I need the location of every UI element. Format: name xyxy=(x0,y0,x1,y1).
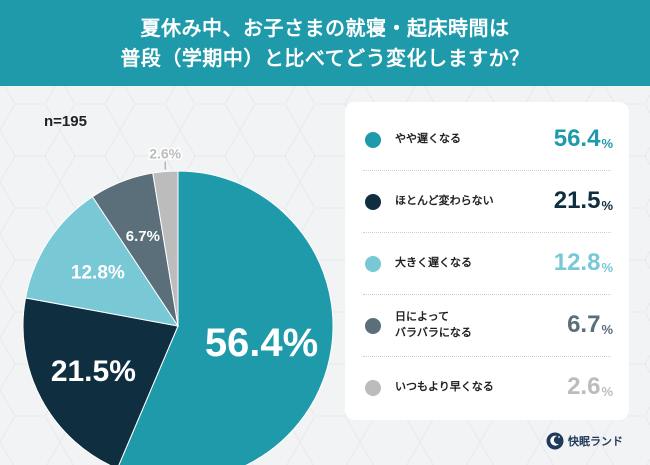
slice-label-1: 56.4% xyxy=(205,321,318,365)
legend-value-unit: % xyxy=(601,259,613,275)
legend-value-number: 12.8 xyxy=(553,249,601,276)
legend-divider xyxy=(363,356,611,357)
legend-value-unit: % xyxy=(601,321,613,337)
slice-label-2: 21.5% xyxy=(51,355,136,388)
legend-item-2: ほとんど変わらない 21.5% xyxy=(345,170,629,232)
legend-label: いつもより早くなる xyxy=(395,380,494,393)
legend-value-number: 21.5 xyxy=(553,187,601,214)
legend-value: 6.7% xyxy=(567,294,613,356)
pie-slice-1 xyxy=(118,170,334,465)
chart-title-line-2: 普段（学期中）と比べてどう変化しますか？ xyxy=(120,46,530,70)
legend-item-3: 大きく遅くなる 12.8% xyxy=(345,232,629,294)
sample-size-label: n=195 xyxy=(44,113,87,130)
legend-value-number: 6.7 xyxy=(567,311,601,338)
legend-value-unit: % xyxy=(601,383,613,399)
legend-divider xyxy=(363,294,611,295)
slice-label-3: 12.8% xyxy=(71,262,125,283)
legend-value: 21.5% xyxy=(554,170,613,232)
slice-label-5: 2.6% xyxy=(149,146,181,162)
pie-slice-3 xyxy=(24,196,180,327)
legend-label: ほとんど変わらない xyxy=(395,194,494,207)
brand-logo: 快眠ランド xyxy=(546,431,623,451)
legend-label: やや遅くなる xyxy=(395,132,461,145)
slice-label-4: 6.7% xyxy=(126,228,160,245)
legend-label: 大きく遅くなる xyxy=(395,256,472,269)
legend-swatch xyxy=(365,318,381,334)
pie-slice-5 xyxy=(152,170,179,327)
chart-title-banner: 夏休み中、お子さまの就寝・起床時間は 普段（学期中）と比べてどう変化しますか？ xyxy=(0,0,650,86)
legend-value-unit: % xyxy=(601,135,613,151)
legend-value: 56.4% xyxy=(554,108,613,170)
legend-swatch xyxy=(365,256,381,272)
legend-swatch xyxy=(365,380,381,396)
legend-swatch xyxy=(365,194,381,210)
legend-value-number: 2.6 xyxy=(567,373,601,400)
legend-swatch xyxy=(365,132,381,148)
chart-title-line-1: 夏休み中、お子さまの就寝・起床時間は xyxy=(140,16,510,40)
sleep-moon-icon xyxy=(546,432,564,450)
chart-legend: やや遅くなる 56.4% ほとんど変わらない 21.5% 大きく遅くなる 12.8% 日によ… xyxy=(345,102,629,420)
legend-divider xyxy=(363,232,611,233)
brand-logo-text: 快眠ランド xyxy=(568,435,623,448)
legend-value-number: 56.4 xyxy=(553,125,601,152)
legend-item-4: 日によって バラバラになる 6.7% xyxy=(345,294,629,356)
pie-slice-2 xyxy=(22,297,179,465)
legend-item-1: やや遅くなる 56.4% xyxy=(345,108,629,170)
legend-divider xyxy=(363,170,611,171)
legend-item-5: いつもより早くなる 2.6% xyxy=(345,356,629,418)
legend-value: 12.8% xyxy=(554,232,613,294)
legend-value: 2.6% xyxy=(567,356,613,418)
legend-value-unit: % xyxy=(601,197,613,213)
pie-chart: 56.4% 21.5% 12.8%6.7% 2.6% xyxy=(22,144,334,465)
legend-label: 日によって バラバラになる xyxy=(395,310,472,339)
